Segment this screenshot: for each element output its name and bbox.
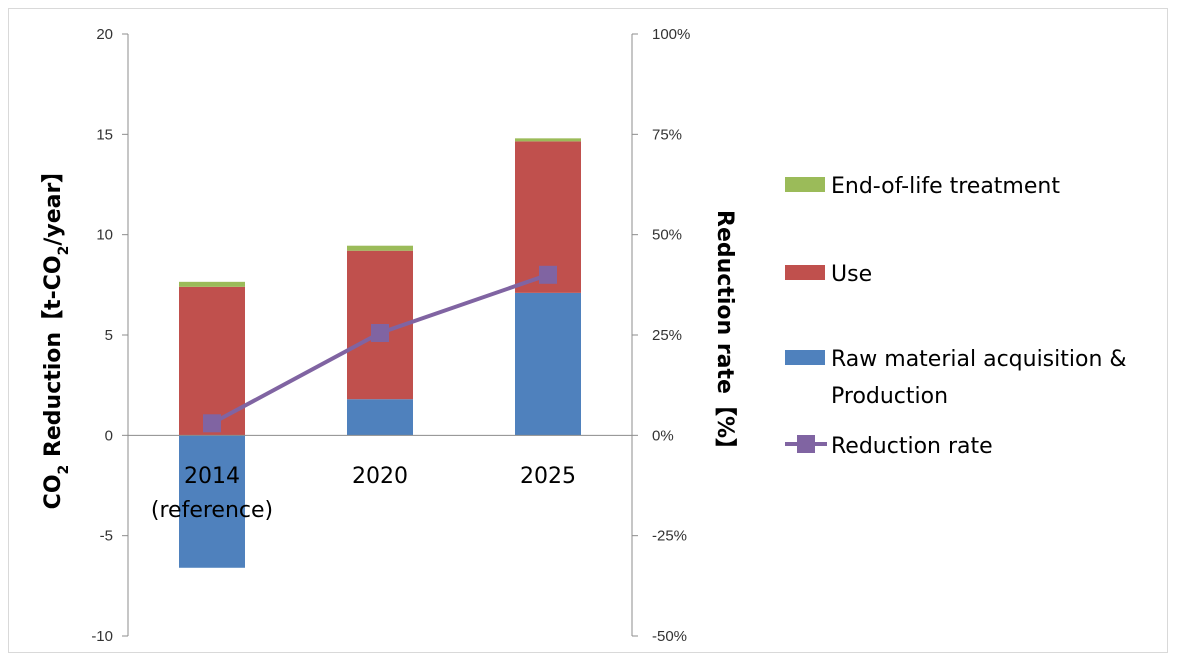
y-tick-label-right: 75% <box>652 126 682 143</box>
category-label: 2020 <box>352 464 408 489</box>
category-label: 2025 <box>520 464 576 489</box>
legend-swatch-use <box>785 265 825 280</box>
y-axis-title-part: Reduction【t-CO <box>41 255 66 464</box>
bar-end-of-life-treatment <box>347 245 413 251</box>
y-tick-label-left: 20 <box>96 26 113 43</box>
y-tick-label-left: 5 <box>105 327 113 344</box>
y-tick-label-right: 100% <box>652 26 690 43</box>
bar-end-of-life-treatment <box>515 138 581 142</box>
category-label-line: 2014 <box>184 464 240 489</box>
legend-label-line: End-of-life treatment <box>831 174 1060 199</box>
legend-label-line: Production <box>831 384 948 409</box>
legend-label-reduction-rate: Reduction rate <box>831 434 993 459</box>
bar-raw-material-acquisition-production <box>515 292 581 436</box>
category-label-line: 2020 <box>352 464 408 489</box>
category-label: 2014 (reference) <box>151 464 273 523</box>
y-tick-label-left: 10 <box>96 227 113 244</box>
y-axis-title-right: Reduction rate【%】 <box>712 210 737 460</box>
bar-end-of-life-treatment <box>179 281 245 287</box>
legend-label-line: Raw material acquisition & <box>831 347 1127 372</box>
reduction-rate-point <box>203 414 221 433</box>
y-tick-label-right: 0% <box>652 427 674 444</box>
bar-raw-material-acquisition-production <box>347 399 413 436</box>
y-tick-label-right: -50% <box>652 628 687 645</box>
y-tick-label-left: 15 <box>96 126 113 143</box>
y-tick-label-left: 0 <box>105 427 113 444</box>
legend-label-line: Use <box>831 262 872 287</box>
y-tick-label-right: 50% <box>652 227 682 244</box>
legend-swatch-marker <box>797 435 815 453</box>
reduction-rate-point <box>539 265 557 284</box>
bar-raw-material-acquisition-production <box>179 435 245 568</box>
y-axis-title-subscript: 2 <box>56 465 72 475</box>
y-axis-title-subscript: 2 <box>56 246 72 256</box>
legend-label-line: Reduction rate <box>831 434 993 459</box>
y-tick-label-left: -10 <box>91 628 113 645</box>
category-label-line: (reference) <box>151 498 273 523</box>
legend-label-use: Use <box>831 262 872 287</box>
legend-swatch-raw-material-acquisition-production <box>785 350 825 365</box>
y-axis-title-part: CO <box>41 474 66 509</box>
reduction-rate-point <box>371 323 389 342</box>
legend-swatch-end-of-life-treatment <box>785 177 825 192</box>
y-tick-label-left: -5 <box>100 528 113 545</box>
legend-label-end-of-life-treatment: End-of-life treatment <box>831 174 1060 199</box>
y-axis-title-left: CO2 Reduction【t-CO2/year】 <box>41 161 72 510</box>
category-label-line: 2025 <box>520 464 576 489</box>
y-axis-title-part: /year】 <box>41 161 66 246</box>
y-tick-label-right: -25% <box>652 528 687 545</box>
chart-frame <box>8 8 1168 653</box>
legend-label-raw-material-acquisition-production: Raw material acquisition & Production <box>831 347 1127 409</box>
y-tick-label-right: 25% <box>652 327 682 344</box>
